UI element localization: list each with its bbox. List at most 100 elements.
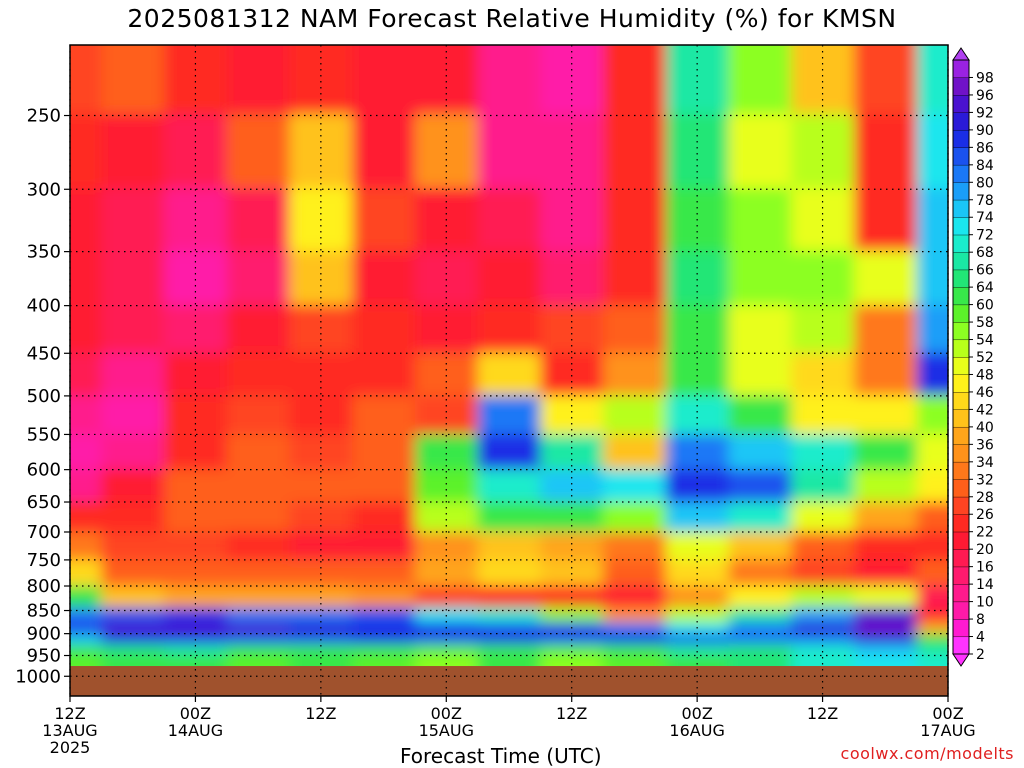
colorbar-swatch — [952, 374, 970, 393]
rh-cell — [70, 585, 102, 608]
rh-cell — [101, 644, 165, 656]
colorbar-swatch — [952, 164, 970, 183]
colorbar-label: 14 — [976, 577, 994, 593]
rh-cell — [853, 113, 918, 189]
colorbar-label: 90 — [976, 123, 994, 139]
colorbar-label: 20 — [976, 542, 994, 558]
rh-cell — [289, 501, 353, 533]
gridlines — [69, 45, 949, 696]
rh-cell — [853, 45, 918, 114]
rh-cell — [289, 45, 353, 114]
credit-link[interactable]: coolwx.com/modelts — [840, 744, 1014, 763]
colorbar-label: 98 — [976, 70, 994, 86]
colorbar-swatch — [952, 112, 970, 131]
rh-cell — [665, 434, 729, 470]
rh-cell — [414, 250, 479, 306]
rh-cell — [164, 559, 228, 587]
rh-cell — [226, 633, 290, 645]
x-tick-label: 14AUG — [168, 721, 223, 740]
rh-cell — [70, 113, 102, 189]
rh-cell — [101, 250, 165, 306]
colorbar-swatch — [952, 77, 970, 96]
colorbar-swatch — [952, 182, 970, 201]
rh-cell — [728, 644, 792, 656]
rh-cell — [540, 469, 604, 503]
rh-cell — [101, 45, 165, 114]
x-tick-label: 00Z — [932, 704, 963, 723]
colorbar-swatch — [952, 269, 970, 288]
rh-cell — [603, 45, 667, 114]
rh-cell — [916, 585, 948, 608]
rh-cell — [414, 395, 479, 435]
rh-cell — [101, 395, 165, 435]
rh-cell — [477, 531, 541, 561]
y-tick-label: 300 — [27, 179, 61, 200]
rh-cell — [665, 585, 729, 608]
rh-cell — [101, 531, 165, 561]
rh-cell — [414, 469, 479, 503]
rh-cell — [603, 434, 667, 470]
rh-cell — [540, 501, 604, 533]
rh-cell — [603, 559, 667, 587]
rh-cell — [101, 501, 165, 533]
rh-cell — [289, 644, 353, 656]
rh-cell — [226, 531, 290, 561]
rh-cell — [791, 395, 855, 435]
rh-cell — [70, 531, 102, 561]
rh-cell — [853, 352, 918, 396]
rh-cell — [164, 434, 228, 470]
rh-cell — [540, 559, 604, 587]
rh-cell — [665, 559, 729, 587]
rh-cell — [728, 469, 792, 503]
rh-cell — [477, 585, 541, 608]
rh-cell — [728, 633, 792, 645]
colorbar-swatch — [952, 217, 970, 236]
rh-cell — [164, 644, 228, 656]
x-tick-label: 12Z — [54, 704, 85, 723]
rh-cell — [540, 585, 604, 608]
rh-cell — [603, 395, 667, 435]
rh-cell — [477, 395, 541, 435]
rh-cell — [603, 469, 667, 503]
colorbar-label: 28 — [976, 490, 994, 506]
rh-cell — [916, 352, 948, 396]
rh-cell — [791, 585, 855, 608]
rh-cell — [853, 250, 918, 306]
rh-cell — [289, 352, 353, 396]
colorbar-swatch — [952, 304, 970, 323]
rh-cell — [352, 187, 416, 252]
colorbar-swatch — [952, 251, 970, 271]
colorbar-swatch — [952, 566, 970, 585]
rh-cell — [164, 501, 228, 533]
rh-cell — [665, 395, 729, 435]
colorbar-swatch — [952, 356, 970, 375]
colorbar-label: 16 — [976, 560, 994, 576]
rh-cell — [916, 250, 948, 306]
rh-cell — [791, 501, 855, 533]
rh-cell — [101, 434, 165, 470]
rh-cell — [665, 501, 729, 533]
y-tick-label: 250 — [27, 106, 61, 127]
rh-cell — [791, 469, 855, 503]
rh-cell — [70, 352, 102, 396]
rh-cell — [70, 395, 102, 435]
rh-cell — [352, 469, 416, 503]
rh-cell — [477, 250, 541, 306]
x-tick-label: 00Z — [180, 704, 211, 723]
rh-cell — [853, 531, 918, 561]
rh-cell — [414, 559, 479, 587]
rh-cell — [916, 113, 948, 189]
rh-cell — [916, 644, 948, 656]
rh-cell — [289, 559, 353, 587]
rh-cell — [70, 434, 102, 470]
rh-cell — [352, 621, 416, 634]
rh-cell — [477, 469, 541, 503]
rh-cell — [101, 559, 165, 587]
colorbar-label: 92 — [976, 105, 994, 121]
rh-cell — [853, 395, 918, 435]
colorbar-label: 54 — [976, 333, 994, 349]
rh-cell — [791, 45, 855, 114]
rh-cell — [853, 644, 918, 656]
colorbar-swatch — [952, 531, 970, 550]
colorbar-label: 2 — [976, 647, 985, 663]
